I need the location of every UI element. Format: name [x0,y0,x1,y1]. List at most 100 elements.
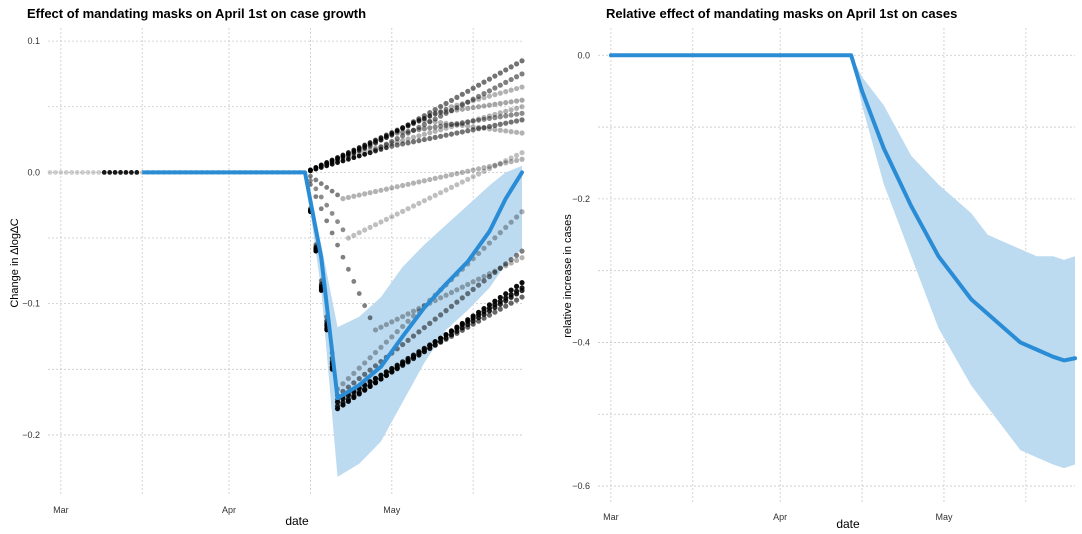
trace-11-dot [486,123,493,130]
trace-4-dot [432,316,438,322]
trace-6-dot [475,171,482,177]
trace-15-dot [454,287,460,293]
trace-9-dot [519,71,525,77]
trace-14-drop-dot [345,150,351,156]
trace-10-dot [497,114,503,120]
trace-16-dot [356,192,362,198]
trace-13-dot [465,105,471,112]
trace-10-dot [503,113,509,119]
trace-6-dot [492,163,498,169]
trace-16-dot [503,160,509,166]
trace-1-dot [340,400,346,406]
trace-16-dot [497,161,503,167]
trace-10-dot [438,123,444,129]
pre-period-dot-12 [112,169,118,175]
trace-14-drop-dot [411,121,416,127]
chart-left: 0.1 0.0 −0.1 −0.2 Mar Apr May Effect of mandat… [9,6,525,528]
trace-16-dot [421,178,427,184]
trace-4-dot [513,252,520,259]
trace-6-dot [362,227,368,233]
x-tick-label-0: Mar [603,512,619,522]
trace-10-dot [470,118,476,124]
trace-5-dot [492,235,498,241]
trace-13-dot [508,99,514,105]
trace-6-dot [486,166,493,172]
y-tick-label-2: −0.1 [22,299,40,309]
trace-11-drop-dot [373,148,378,154]
trace-2-dot [486,305,493,311]
trace-14-drop-dot [427,114,433,119]
trace-5-dot [503,224,509,231]
trace-16-dot [372,188,379,195]
trace-15-drop-dot [340,254,346,260]
trace-11-dot [470,127,476,133]
trace-3-dot [400,360,406,366]
trace-6-drop-dot [340,227,346,233]
trace-6-dot [470,174,476,180]
trace-16-drop-dot [318,181,324,187]
trace-8-dot [503,67,509,73]
trace-10-dot [481,116,487,122]
trace-8-dot [443,100,449,107]
trace-14-drop-dot [308,167,313,173]
trace-4-dot [454,299,460,305]
trace-3-dot [367,378,373,385]
trace-1-dot [362,386,368,392]
trace-3-dot [454,330,460,336]
trace-10-dot [508,112,514,118]
trace-3-dot [432,342,438,348]
trace-5-dot [367,355,373,361]
trace-10-dot [421,126,427,132]
trace-13-dot [513,98,520,104]
pre-period-dot-5 [74,169,80,175]
trace-14-drop-dot [421,116,427,122]
trace-15-drop-dot [345,266,351,272]
trace-2-dot [459,322,465,328]
trace-8-dot [513,61,520,67]
trace-12-dot [454,122,460,128]
trace-14-drop-dot [400,126,406,132]
x-tick-label-1: Apr [222,505,236,515]
trace-7-dot [427,130,433,136]
trace-14-drop-dot [313,165,319,170]
trace-9-dot [383,141,389,147]
trace-3-dot [470,321,476,327]
trace-6-dot [345,235,351,241]
trace-10-dot [513,111,520,117]
trace-10-dot [400,129,406,135]
trace-12-dot [427,118,433,124]
trace-10-dot [475,117,482,123]
trace-2-dot [470,315,476,321]
trace-11-dot [394,142,400,148]
trace-9-dot [475,93,482,100]
trace-12-dot [497,127,503,133]
trace-6-dot [513,152,520,158]
trace-16-dot [459,169,465,175]
trace-16-dot [362,191,368,197]
trace-14-drop-dot [373,138,378,144]
trace-12-dot [492,126,498,133]
trace-11-dot [508,119,514,125]
trace-11-drop-dot [340,158,346,164]
trace-7-dot [416,133,422,139]
trace-14-dot [503,89,509,95]
trace-12-dot [448,121,455,127]
trace-15-drop-dot [362,303,368,309]
trace-3-dot [405,357,411,363]
trace-9-dot [421,121,427,128]
trace-14-dot [486,93,493,99]
pre-period-dot-4 [69,169,75,175]
trace-4-dot [367,367,373,373]
pre-period-dot-16 [134,169,140,175]
trace-16-dot [475,166,482,172]
y-tick-label-3: −0.2 [22,430,40,440]
trace-16-dot [340,196,346,202]
trace-11-drop-dot [335,160,340,165]
trace-16-drop-dot [324,184,330,190]
trace-11-drop-dot [378,147,384,152]
trace-15-dot [492,268,498,274]
trace-7-dot [503,108,509,114]
trace-9-dot [416,124,422,130]
trace-15-dot [481,273,487,280]
trace-14-drop-dot [367,140,373,146]
